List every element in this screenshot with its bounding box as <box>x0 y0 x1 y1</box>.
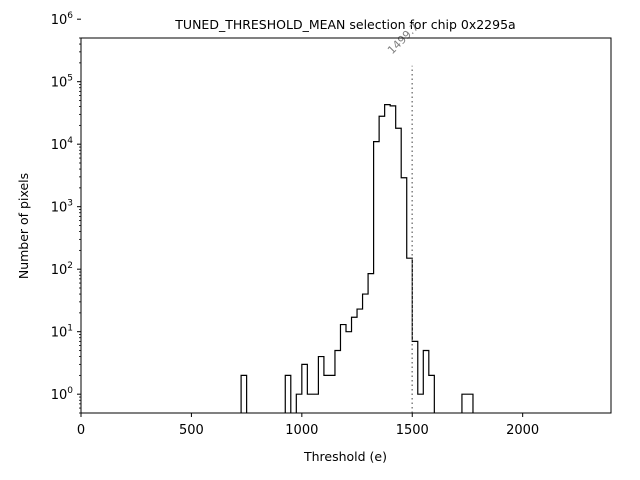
histogram-bar <box>412 341 418 413</box>
histogram-bar <box>329 375 335 413</box>
y-tick-label: 102 <box>51 261 73 278</box>
histogram-bar <box>401 178 407 413</box>
histogram-bar <box>407 258 413 413</box>
histogram-bar <box>385 105 391 413</box>
histogram-bar <box>285 375 291 413</box>
histogram-bar <box>352 317 358 413</box>
histogram-bar <box>396 128 402 413</box>
y-tick-label: 101 <box>51 324 73 341</box>
histogram-bar <box>302 364 308 413</box>
histogram-bar <box>467 394 473 413</box>
histogram-bar <box>379 116 385 413</box>
histogram-bar <box>418 394 424 413</box>
histogram-bar <box>357 309 363 413</box>
histogram-outline <box>240 103 474 413</box>
histogram-bar <box>340 325 346 413</box>
x-axis-label: Threshold (e) <box>303 449 387 464</box>
histogram-bar <box>241 375 247 413</box>
plot-area: 1499.70 500 1000 1500 2000100101102103104105… <box>51 11 612 438</box>
histogram-bar <box>296 394 302 413</box>
x-tick-label: 1500 <box>396 423 429 438</box>
y-tick-label: 106 <box>51 11 74 28</box>
histogram-bar <box>307 394 313 413</box>
histogram-bar <box>335 351 341 414</box>
histogram-bar <box>313 394 319 413</box>
histogram-bar <box>374 142 380 413</box>
histogram-bar <box>390 106 396 413</box>
histogram-bar <box>423 351 429 414</box>
histogram-bar <box>429 375 435 413</box>
y-tick-label: 103 <box>51 199 73 216</box>
x-tick-label: 2000 <box>506 423 539 438</box>
y-tick-label: 105 <box>51 74 73 91</box>
histogram-bar <box>346 332 352 413</box>
histogram-bar <box>318 357 324 413</box>
histogram-bar <box>324 375 330 413</box>
chart-title: TUNED_THRESHOLD_MEAN selection for chip … <box>174 17 515 32</box>
y-tick-label: 104 <box>51 136 74 153</box>
histogram-bar <box>368 274 374 413</box>
y-axis-label: Number of pixels <box>16 173 31 279</box>
x-tick-label: 1000 <box>285 423 318 438</box>
x-tick-label: 500 <box>179 423 204 438</box>
histogram-bar <box>363 294 369 413</box>
y-tick-label: 100 <box>51 386 74 403</box>
x-tick-label: 0 <box>77 423 85 438</box>
histogram-bar <box>462 394 468 413</box>
axes-frame <box>80 37 612 414</box>
